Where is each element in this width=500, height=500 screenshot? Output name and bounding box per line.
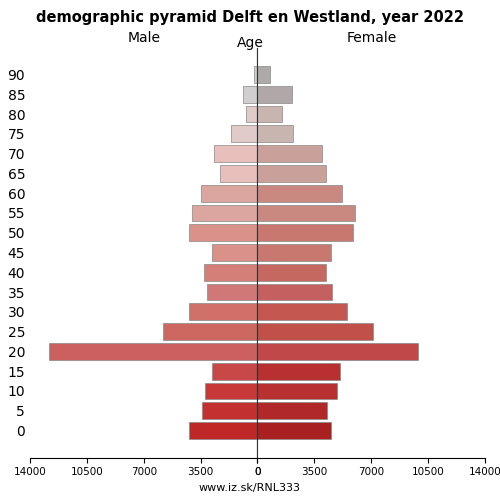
Bar bbox=[192, 204, 258, 222]
Bar bbox=[258, 422, 330, 439]
Bar bbox=[258, 244, 330, 261]
Bar bbox=[258, 106, 282, 122]
Bar bbox=[258, 185, 342, 202]
Bar bbox=[258, 86, 292, 102]
Bar bbox=[258, 362, 340, 380]
Bar bbox=[204, 264, 258, 280]
Bar bbox=[258, 343, 418, 360]
Bar bbox=[258, 204, 355, 222]
Bar bbox=[189, 224, 258, 241]
Title: Male: Male bbox=[127, 31, 160, 45]
Text: Age: Age bbox=[236, 36, 264, 50]
Bar bbox=[258, 323, 373, 340]
Bar bbox=[220, 165, 258, 182]
Bar bbox=[254, 66, 258, 83]
Bar bbox=[243, 86, 258, 102]
Bar bbox=[258, 224, 354, 241]
Text: www.iz.sk/RNL333: www.iz.sk/RNL333 bbox=[199, 482, 301, 492]
Bar bbox=[212, 362, 258, 380]
Bar bbox=[258, 264, 326, 280]
Bar bbox=[258, 402, 328, 419]
Bar bbox=[232, 126, 258, 142]
Bar bbox=[258, 145, 322, 162]
Bar bbox=[207, 284, 258, 300]
Bar bbox=[189, 304, 258, 320]
Bar bbox=[258, 304, 347, 320]
Bar bbox=[50, 343, 258, 360]
Bar bbox=[258, 126, 293, 142]
Bar bbox=[212, 244, 258, 261]
Bar bbox=[258, 66, 270, 83]
Text: demographic pyramid Delft en Westland, year 2022: demographic pyramid Delft en Westland, y… bbox=[36, 10, 464, 25]
Bar bbox=[200, 185, 258, 202]
Bar bbox=[258, 165, 326, 182]
Bar bbox=[214, 145, 258, 162]
Bar bbox=[246, 106, 258, 122]
Bar bbox=[163, 323, 258, 340]
Bar bbox=[258, 382, 337, 400]
Title: Female: Female bbox=[346, 31, 397, 45]
Bar bbox=[189, 422, 258, 439]
Bar bbox=[202, 402, 258, 419]
Bar bbox=[206, 382, 258, 400]
Bar bbox=[258, 284, 332, 300]
